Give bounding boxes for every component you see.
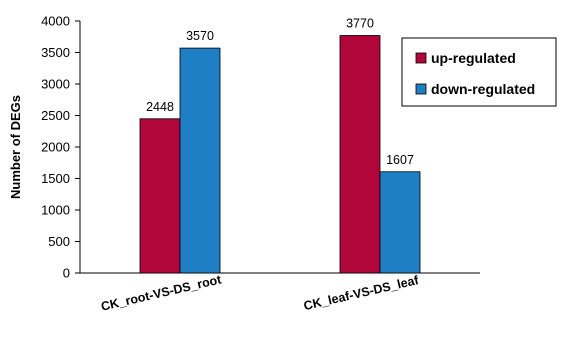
bar-up-regulated-2 xyxy=(339,35,381,274)
legend: up-regulated down-regulated xyxy=(401,37,557,107)
x-axis-category-labels: CK_root-VS-DS_root CK_leaf-VS-DS_leaf xyxy=(100,272,421,313)
legend-label-down-regulated: down-regulated xyxy=(431,81,535,97)
legend-label-up-regulated: up-regulated xyxy=(431,50,516,66)
bar-up-regulated-1 xyxy=(139,118,181,274)
bar-down-regulated-1 xyxy=(179,47,221,274)
data-label: 3770 xyxy=(346,16,374,30)
data-label: 1607 xyxy=(386,153,414,167)
data-label: 3570 xyxy=(186,29,214,43)
y-tick-label: 0 xyxy=(63,266,70,281)
y-tick-label: 1000 xyxy=(41,203,70,218)
y-tick-label: 2500 xyxy=(41,108,70,123)
bar-down-regulated-2 xyxy=(379,171,421,274)
y-axis-label: Number of DEGs xyxy=(8,95,23,199)
y-tick-label: 3000 xyxy=(41,77,70,92)
y-tick-label: 3500 xyxy=(41,45,70,60)
legend-swatch-down-regulated xyxy=(415,83,427,95)
y-tick-label: 500 xyxy=(48,234,70,249)
y-tick-label: 2000 xyxy=(41,140,70,155)
x-category-label: CK_root-VS-DS_root xyxy=(100,272,224,313)
legend-swatch-up-regulated xyxy=(415,52,427,64)
y-axis-ticks: 0 500 1000 1500 2000 2500 3000 3500 4000 xyxy=(41,14,80,281)
data-label: 2448 xyxy=(146,100,174,114)
y-tick-label: 4000 xyxy=(41,14,70,29)
legend-box xyxy=(401,37,557,107)
bars xyxy=(139,35,421,274)
data-labels: 2448 3570 3770 1607 xyxy=(146,16,414,166)
y-tick-label: 1500 xyxy=(41,171,70,186)
x-category-label: CK_leaf-VS-DS_leaf xyxy=(302,273,420,313)
